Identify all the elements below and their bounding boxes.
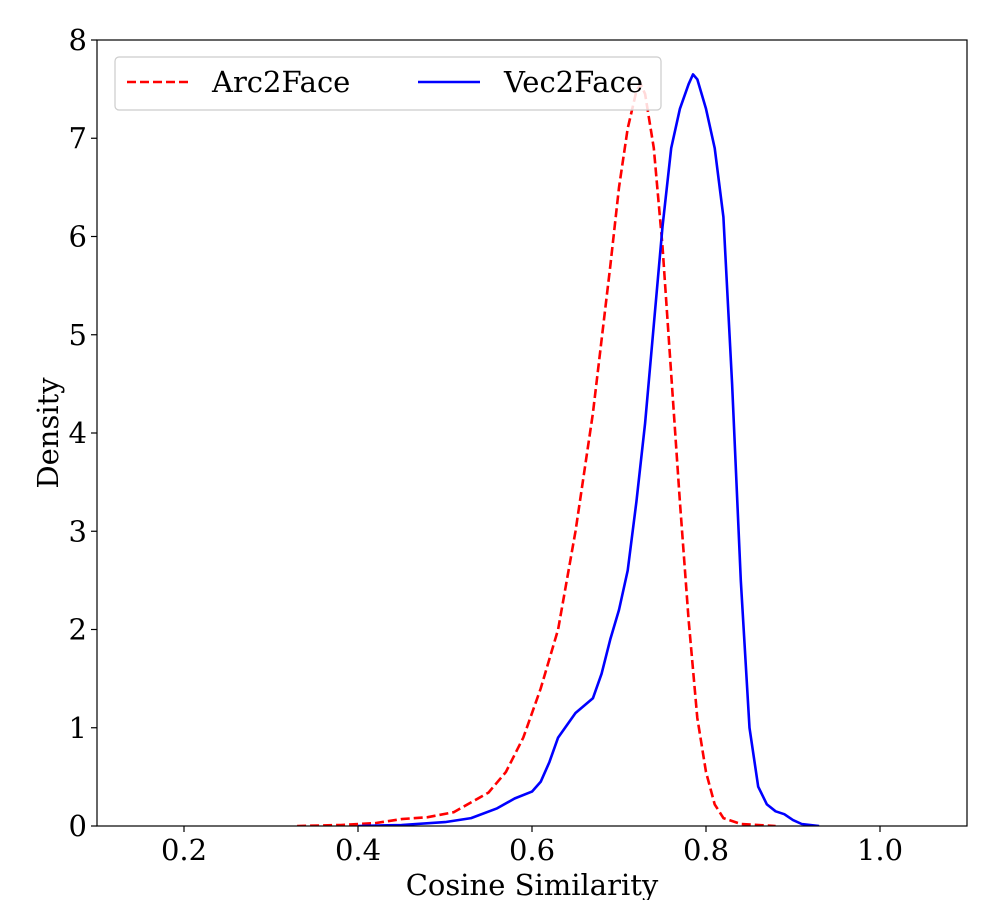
legend-label-arc2face: Arc2Face xyxy=(211,65,350,99)
x-axis-title: Cosine Similarity xyxy=(406,868,659,900)
x-tick-label: 0.6 xyxy=(509,833,555,867)
x-tick-label: 0.8 xyxy=(683,833,729,867)
y-tick-label: 4 xyxy=(69,416,87,450)
plot-frame xyxy=(96,39,968,827)
y-tick-label: 0 xyxy=(69,809,87,843)
y-tick-label: 5 xyxy=(69,318,87,352)
x-tick-label: 0.2 xyxy=(161,833,207,867)
legend-label-vec2face: Vec2Face xyxy=(503,65,643,99)
y-tick-label: 3 xyxy=(69,514,87,548)
x-tick-label: 1.0 xyxy=(857,833,903,867)
series-line-arc2face xyxy=(297,82,776,826)
y-tick-label: 7 xyxy=(69,121,87,155)
series-layer xyxy=(297,73,820,826)
y-tick-label: 2 xyxy=(69,613,87,647)
y-axis-title: Density xyxy=(31,377,65,489)
y-tick-label: 1 xyxy=(69,711,87,745)
legend-box xyxy=(114,56,662,111)
series-line-vec2face xyxy=(357,73,820,826)
x-tick-label: 0.4 xyxy=(335,833,381,867)
y-tick-label: 8 xyxy=(69,23,87,57)
legend: Arc2Face Vec2Face xyxy=(114,56,662,111)
y-axis-ticks: 0 1 2 3 4 5 6 7 8 xyxy=(69,23,97,843)
x-axis-ticks: 0.2 0.4 0.6 0.8 1.0 xyxy=(161,826,903,867)
y-tick-label: 6 xyxy=(69,220,87,254)
